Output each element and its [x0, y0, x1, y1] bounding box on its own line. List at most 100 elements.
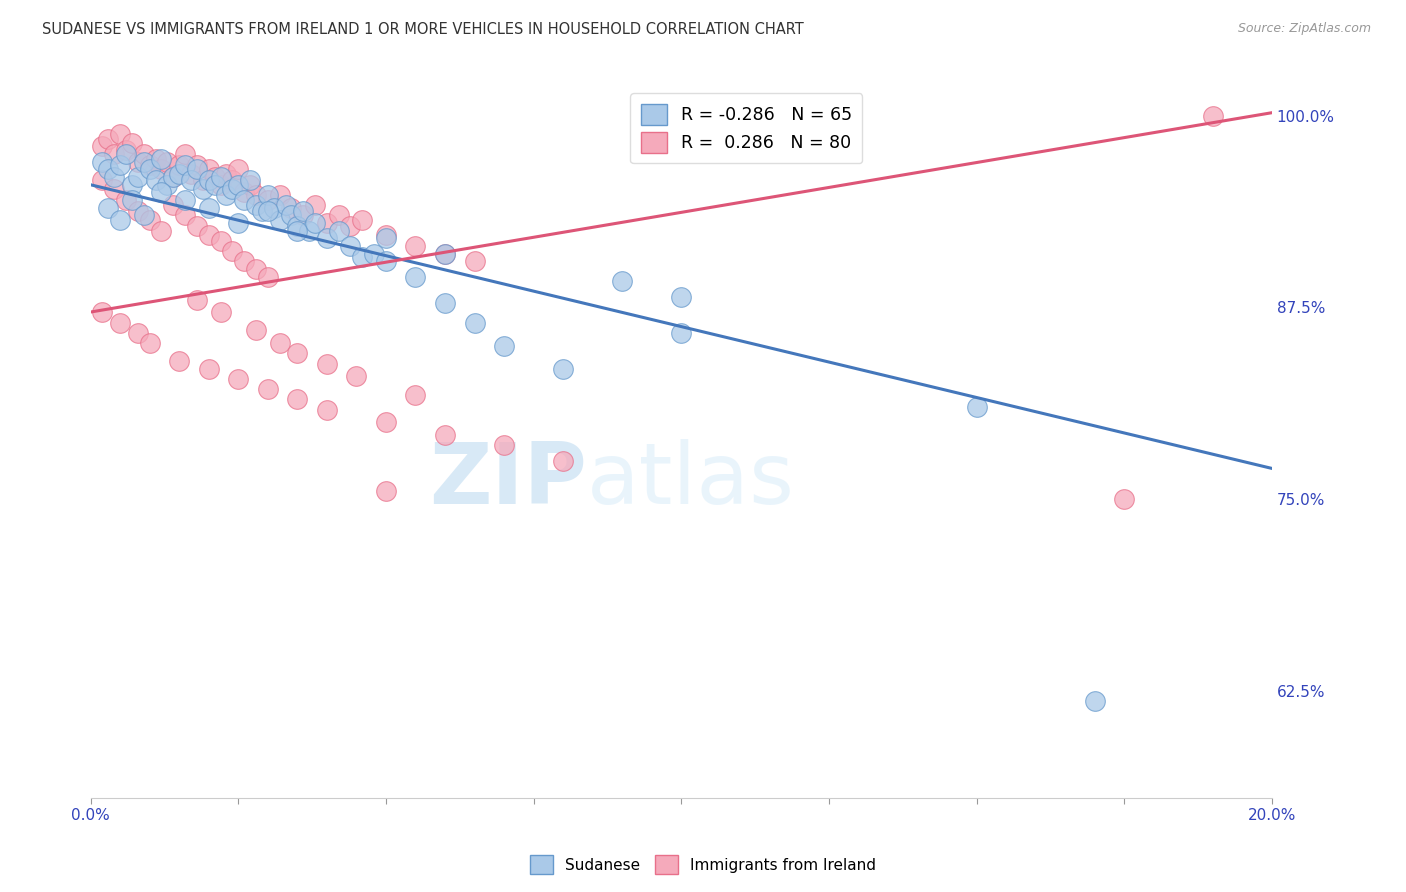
Point: [239, 173, 262, 187]
Point: [132, 147, 155, 161]
Point: [97, 162, 120, 177]
Point: [145, 152, 167, 166]
Point: [285, 392, 308, 407]
Point: [150, 162, 173, 177]
Point: [221, 182, 243, 196]
Point: [1202, 109, 1225, 123]
Point: [226, 178, 249, 192]
Point: [197, 361, 219, 376]
Point: [285, 224, 308, 238]
Point: [256, 203, 278, 218]
Point: [280, 201, 302, 215]
Point: [121, 178, 143, 192]
Point: [108, 158, 131, 172]
Point: [121, 136, 143, 151]
Point: [138, 162, 160, 177]
Point: [250, 203, 273, 218]
Point: [256, 382, 278, 396]
Point: [191, 182, 214, 196]
Point: [186, 158, 208, 172]
Point: [204, 170, 226, 185]
Point: [671, 290, 693, 304]
Point: [494, 339, 516, 353]
Point: [233, 193, 256, 207]
Point: [91, 305, 114, 319]
Point: [209, 170, 232, 185]
Point: [138, 213, 160, 227]
Point: [328, 224, 350, 238]
Point: [150, 224, 173, 238]
Point: [434, 427, 457, 442]
Point: [209, 178, 232, 192]
Point: [553, 454, 575, 468]
Point: [197, 162, 219, 177]
Point: [256, 269, 278, 284]
Point: [374, 231, 396, 245]
Point: [174, 209, 197, 223]
Point: [269, 188, 291, 202]
Point: [127, 154, 149, 169]
Point: [156, 178, 179, 192]
Point: [239, 178, 262, 192]
Point: [167, 354, 190, 368]
Point: [162, 170, 184, 185]
Point: [132, 154, 155, 169]
Text: SUDANESE VS IMMIGRANTS FROM IRELAND 1 OR MORE VEHICLES IN HOUSEHOLD CORRELATION : SUDANESE VS IMMIGRANTS FROM IRELAND 1 OR…: [42, 22, 804, 37]
Point: [671, 326, 693, 341]
Point: [274, 197, 297, 211]
Point: [339, 219, 361, 234]
Point: [91, 173, 114, 187]
Point: [145, 173, 167, 187]
Point: [374, 228, 396, 243]
Point: [226, 162, 249, 177]
Point: [374, 416, 396, 430]
Point: [162, 197, 184, 211]
Point: [108, 127, 131, 141]
Point: [245, 188, 267, 202]
Point: [553, 361, 575, 376]
Text: Source: ZipAtlas.com: Source: ZipAtlas.com: [1237, 22, 1371, 36]
Point: [339, 239, 361, 253]
Point: [269, 335, 291, 350]
Point: [156, 154, 179, 169]
Point: [256, 193, 278, 207]
Point: [167, 158, 190, 172]
Point: [245, 197, 267, 211]
Point: [174, 158, 197, 172]
Point: [280, 209, 302, 223]
Point: [180, 173, 202, 187]
Point: [215, 188, 238, 202]
Point: [226, 216, 249, 230]
Point: [304, 216, 326, 230]
Point: [97, 132, 120, 146]
Point: [404, 269, 426, 284]
Point: [292, 203, 315, 218]
Point: [97, 201, 120, 215]
Point: [464, 316, 486, 330]
Point: [174, 193, 197, 207]
Point: [315, 216, 337, 230]
Point: [127, 203, 149, 218]
Point: [263, 201, 285, 215]
Point: [221, 173, 243, 187]
Point: [138, 335, 160, 350]
Point: [186, 219, 208, 234]
Legend: R = -0.286   N = 65, R =  0.286   N = 80: R = -0.286 N = 65, R = 0.286 N = 80: [630, 94, 862, 163]
Point: [115, 143, 138, 157]
Point: [204, 178, 226, 192]
Point: [197, 201, 219, 215]
Point: [209, 235, 232, 249]
Point: [132, 209, 155, 223]
Point: [298, 224, 321, 238]
Point: [103, 147, 125, 161]
Point: [404, 388, 426, 402]
Point: [138, 158, 160, 172]
Point: [1114, 492, 1136, 507]
Point: [186, 293, 208, 307]
Point: [285, 346, 308, 360]
Point: [103, 170, 125, 185]
Point: [404, 239, 426, 253]
Point: [464, 254, 486, 268]
Point: [226, 372, 249, 386]
Point: [374, 484, 396, 499]
